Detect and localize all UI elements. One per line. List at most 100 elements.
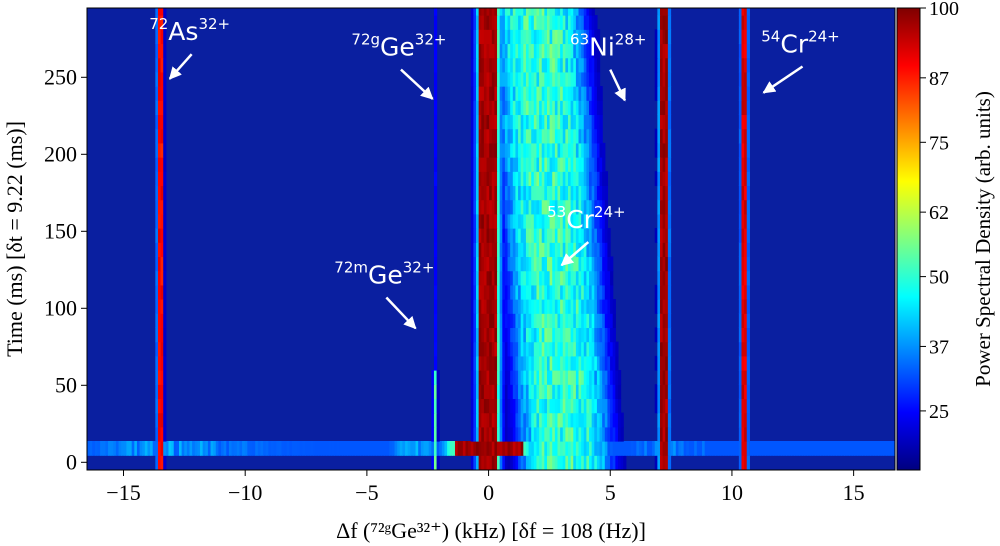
heatmap-cell — [583, 313, 587, 329]
heatmap-cell — [520, 142, 524, 158]
heatmap-cell — [596, 86, 601, 101]
heatmap-cell — [160, 71, 164, 87]
heatmap-cell — [523, 242, 527, 258]
heatmap-cell — [528, 29, 532, 45]
heatmap-cell — [589, 256, 593, 272]
heatmap-cell — [476, 384, 480, 400]
heatmap-cell — [662, 441, 666, 456]
heatmap-cell — [667, 412, 672, 428]
heatmap-cell — [515, 157, 519, 172]
heatmap-cell — [570, 384, 574, 400]
heatmap-cell — [478, 114, 482, 130]
heatmap-cell — [662, 384, 666, 400]
heatmap-cell — [657, 341, 661, 357]
heatmap-cell — [504, 114, 509, 130]
heatmap-cell — [662, 57, 666, 73]
heatmap-cell — [528, 256, 532, 272]
heatmap-cell — [525, 242, 530, 258]
heatmap-cell — [504, 370, 509, 385]
heatmap-cell — [546, 426, 551, 442]
heatmap-cell — [483, 128, 488, 144]
heatmap-cell — [536, 412, 540, 428]
heatmap-cell — [497, 142, 501, 158]
heatmap-cell — [570, 412, 574, 428]
heatmap-cell — [660, 114, 664, 130]
heatmap-cell — [163, 242, 167, 258]
x-tick-label: 5 — [605, 480, 616, 505]
heatmap-cell — [433, 213, 438, 229]
heatmap-cell — [313, 441, 317, 456]
heatmap-cell — [486, 86, 490, 101]
heatmap-cell — [544, 15, 548, 30]
heatmap-cell — [607, 242, 611, 258]
heatmap-cell — [591, 412, 595, 428]
heatmap-cell — [662, 157, 666, 172]
heatmap-cell — [738, 441, 743, 456]
heatmap-cell — [578, 455, 582, 470]
heatmap-cell — [738, 242, 743, 258]
heatmap-cell — [483, 228, 488, 243]
heatmap-cell — [163, 341, 167, 357]
heatmap-cell — [486, 114, 490, 130]
heatmap-cell — [531, 15, 535, 30]
heatmap-cell — [520, 100, 524, 116]
heatmap-cell — [599, 441, 603, 456]
heatmap-cell — [160, 29, 164, 45]
heatmap-cell — [539, 341, 543, 357]
heatmap-cell — [775, 441, 779, 456]
heatmap-cell — [552, 15, 556, 30]
heatmap-cell — [520, 284, 524, 300]
heatmap-cell — [604, 199, 609, 215]
heatmap-cell — [586, 213, 590, 229]
heatmap-cell — [481, 426, 485, 442]
heatmap-cell — [665, 71, 669, 87]
heatmap-cell — [546, 270, 551, 286]
heatmap-cell — [599, 327, 603, 343]
heatmap-cell — [568, 313, 572, 329]
heatmap-cell — [741, 341, 745, 357]
heatmap-cell — [581, 398, 585, 414]
heatmap-cell — [573, 142, 577, 158]
heatmap-cell — [476, 242, 480, 258]
heatmap-cell — [581, 86, 585, 101]
heatmap-cell — [515, 284, 519, 300]
heatmap-cell — [302, 441, 306, 456]
heatmap-cell — [738, 341, 743, 357]
heatmap-cell — [523, 455, 527, 470]
heatmap-cell — [780, 441, 785, 456]
colorbar-tick-label: 50 — [929, 267, 949, 289]
heatmap-cell — [746, 199, 750, 215]
heatmap-cell — [757, 441, 761, 456]
heatmap-cell — [470, 171, 474, 187]
heatmap-cell — [486, 15, 490, 30]
heatmap-cell — [560, 313, 564, 329]
heatmap-cell — [499, 426, 503, 442]
heatmap-cell — [173, 441, 177, 456]
heatmap-cell — [160, 242, 164, 258]
heatmap-cell — [589, 8, 593, 16]
heatmap-cell — [673, 441, 677, 456]
heatmap-cell — [536, 441, 540, 456]
heatmap-cell — [589, 455, 593, 470]
heatmap-cell — [515, 299, 519, 314]
heatmap-cell — [565, 426, 569, 442]
heatmap-cell — [481, 270, 485, 286]
heatmap-cell — [738, 213, 743, 229]
heatmap-cell — [533, 313, 538, 329]
heatmap-cell — [552, 43, 556, 59]
heatmap-cell — [473, 327, 477, 343]
heatmap-cell — [575, 29, 580, 45]
heatmap-cell — [504, 455, 509, 470]
heatmap-cell — [531, 270, 535, 286]
heatmap-cell — [575, 455, 580, 470]
heatmap-cell — [497, 43, 501, 59]
heatmap-cell — [473, 15, 477, 30]
heatmap-cell — [554, 128, 559, 144]
heatmap-cell — [108, 441, 112, 456]
heatmap-cell — [589, 171, 593, 187]
heatmap-cell — [157, 185, 162, 201]
heatmap-cell — [741, 398, 745, 414]
heatmap-cell — [281, 441, 285, 456]
heatmap-cell — [549, 71, 553, 87]
heatmap-cell — [433, 370, 438, 385]
